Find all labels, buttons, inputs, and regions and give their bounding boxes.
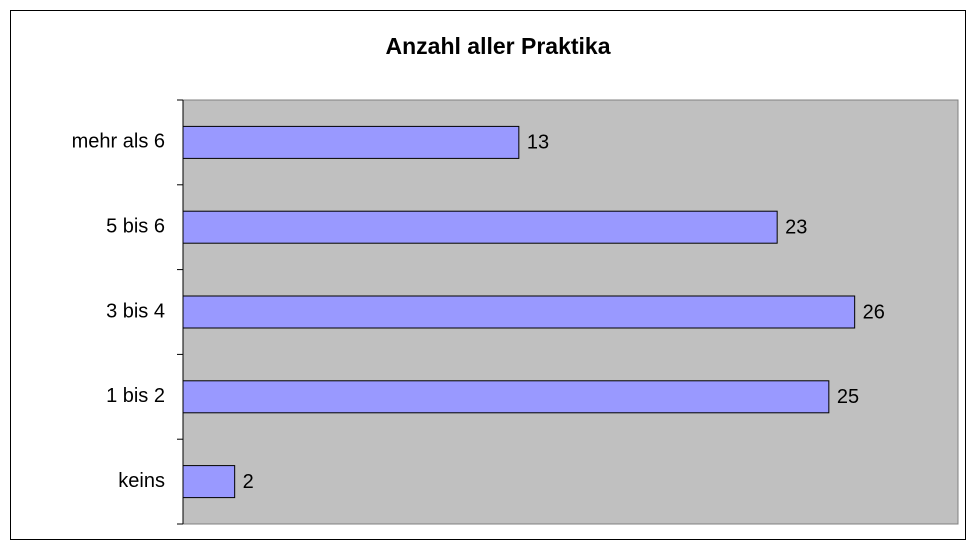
bar (182, 465, 236, 499)
y-tick-label: mehr als 6 (72, 131, 165, 153)
data-label: 13 (527, 132, 549, 154)
bar (182, 295, 856, 329)
y-tick-label: 3 bis 4 (106, 300, 165, 322)
data-label: 25 (837, 386, 859, 408)
bar (182, 125, 520, 159)
y-tick-label: 1 bis 2 (106, 385, 165, 407)
data-label: 23 (785, 216, 807, 238)
bar (182, 380, 830, 414)
chart-title: Anzahl aller Praktika (386, 33, 611, 59)
data-label: 2 (243, 471, 254, 493)
bar (182, 210, 778, 244)
y-tick-label: 5 bis 6 (106, 215, 165, 237)
y-tick-label: keins (118, 470, 165, 492)
data-label: 26 (863, 301, 885, 323)
